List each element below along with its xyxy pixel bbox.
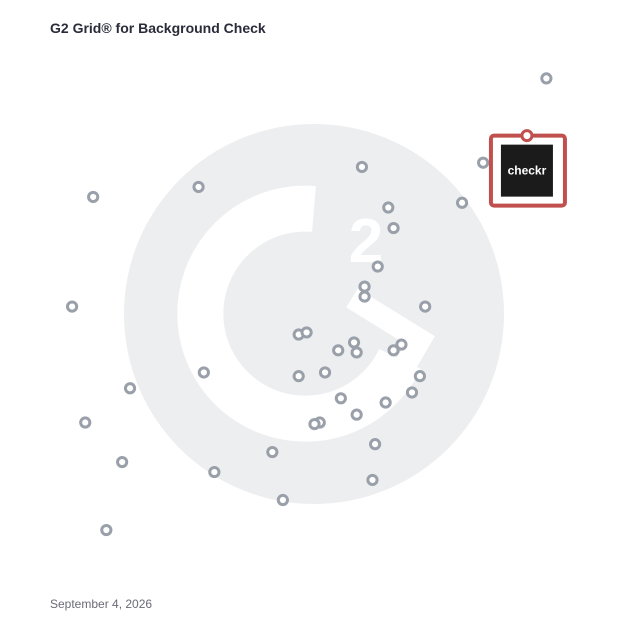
product-marker-4[interactable] bbox=[355, 160, 369, 174]
product-marker-25[interactable] bbox=[123, 382, 137, 395]
product-marker-10[interactable] bbox=[419, 300, 432, 313]
product-marker-31[interactable] bbox=[308, 418, 321, 431]
product-marker-24[interactable] bbox=[413, 370, 426, 383]
product-marker-36[interactable] bbox=[208, 465, 221, 479]
product-marker-26[interactable] bbox=[405, 386, 419, 399]
product-marker-8[interactable] bbox=[358, 280, 371, 293]
product-marker-13[interactable] bbox=[65, 300, 79, 313]
product-marker-6[interactable] bbox=[387, 221, 400, 235]
product-marker-1[interactable] bbox=[540, 72, 553, 85]
highlight-marker[interactable] bbox=[520, 129, 534, 143]
product-marker-12[interactable] bbox=[87, 190, 100, 204]
product-markers bbox=[65, 72, 553, 537]
product-marker-16[interactable] bbox=[347, 336, 361, 349]
report-date: September 4, 2026 bbox=[50, 597, 153, 611]
product-marker-11[interactable] bbox=[192, 180, 205, 194]
product-marker-21[interactable] bbox=[197, 366, 210, 379]
product-marker-27[interactable] bbox=[334, 392, 347, 405]
product-marker-29[interactable] bbox=[350, 408, 363, 421]
product-marker-7[interactable] bbox=[371, 260, 384, 273]
product-marker-5[interactable] bbox=[382, 201, 395, 214]
product-marker-39[interactable] bbox=[100, 523, 113, 537]
product-marker-15[interactable] bbox=[300, 326, 313, 339]
product-marker-22[interactable] bbox=[292, 370, 305, 383]
checkr-logo-label: checkr bbox=[508, 164, 547, 178]
checkr-logo bbox=[500, 144, 553, 197]
product-marker-3[interactable] bbox=[455, 196, 469, 209]
product-marker-32[interactable] bbox=[79, 416, 92, 429]
highlighted-product[interactable]: checkr bbox=[488, 129, 567, 208]
product-marker-35[interactable] bbox=[116, 455, 129, 469]
product-marker-28[interactable] bbox=[379, 396, 392, 409]
product-marker-20[interactable] bbox=[350, 346, 363, 359]
product-marker-23[interactable] bbox=[318, 366, 332, 379]
product-marker-9[interactable] bbox=[358, 290, 371, 303]
product-marker-19[interactable] bbox=[332, 344, 345, 357]
product-marker-38[interactable] bbox=[276, 493, 289, 507]
product-marker-17[interactable] bbox=[395, 338, 408, 351]
product-marker-37[interactable] bbox=[366, 473, 379, 487]
product-marker-33[interactable] bbox=[369, 438, 382, 451]
product-marker-34[interactable] bbox=[266, 445, 279, 459]
chart-title: G2 Grid® for Background Check bbox=[50, 20, 266, 36]
product-marker-18[interactable] bbox=[387, 344, 400, 357]
product-marker-2[interactable] bbox=[477, 156, 490, 169]
